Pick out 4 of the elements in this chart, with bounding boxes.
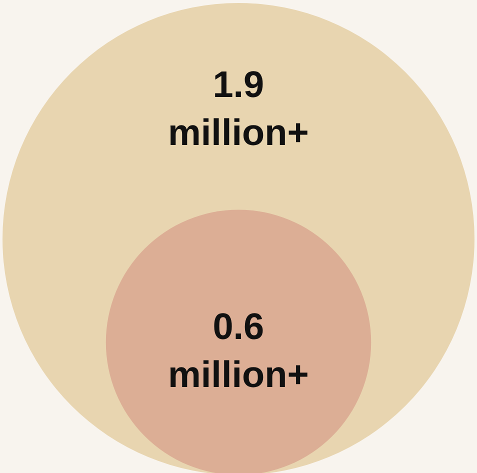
data-label: 0.6 (212, 306, 264, 347)
text: million+ (168, 354, 309, 396)
text: million+ (168, 112, 309, 154)
data-label: 1.9 (212, 64, 264, 105)
